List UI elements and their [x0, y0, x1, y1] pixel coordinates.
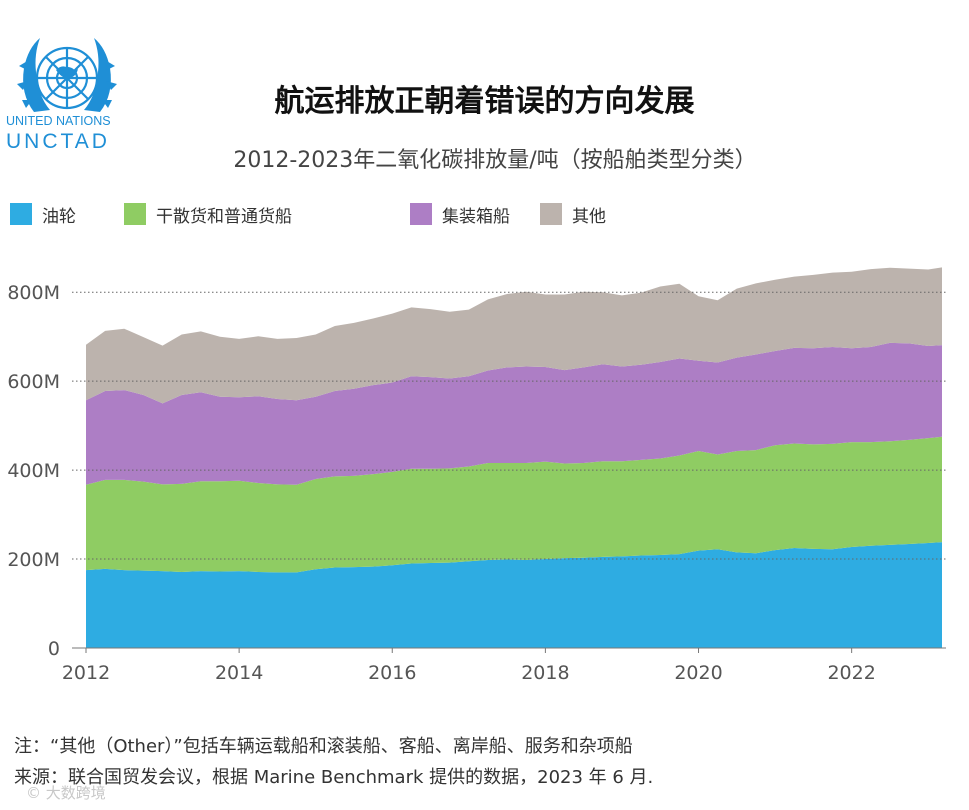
org-acronym: UNCTAD: [6, 130, 110, 153]
legend-label-other: 其他: [572, 206, 606, 227]
org-name: UNITED NATIONS: [6, 114, 111, 128]
x-tick-label: 2016: [368, 662, 416, 684]
legend-swatch-container: [410, 203, 432, 225]
y-tick-label: 200M: [7, 549, 60, 571]
legend-label-tanker: 油轮: [42, 206, 76, 227]
legend-item-tanker: 油轮: [10, 202, 76, 227]
page-title: 航运排放正朝着错误的方向发展: [274, 84, 695, 119]
legend-swatch-tanker: [10, 203, 32, 225]
y-tick-label: 600M: [7, 371, 60, 393]
legend-label-container: 集装箱船: [442, 206, 510, 227]
y-tick-label: 800M: [7, 282, 60, 304]
x-tick-label: 2020: [674, 662, 722, 684]
area-series-bulk: [86, 436, 942, 573]
area-series-tanker: [86, 542, 942, 648]
area-series-container: [86, 342, 942, 485]
stacked-area-chart: 0 200M 400M 600M 800M 2012 2014 2016 2018 2020 20…: [7, 267, 946, 684]
x-tick-label: 2022: [827, 662, 875, 684]
area-series-other: [86, 267, 942, 404]
chart-subtitle: 2012-2023年二氧化碳排放量/吨（按船舶类型分类）: [233, 148, 757, 173]
chart-footnote: 注：“其他（Other）”包括车辆运载船和滚装船、客船、离岸船、服务和杂项船: [14, 736, 633, 757]
legend-item-bulk: 干散货和普通货船: [124, 202, 292, 227]
y-tick-label: 400M: [7, 460, 60, 482]
y-tick-label: 0: [48, 638, 60, 660]
legend-swatch-other: [540, 203, 562, 225]
x-tick-label: 2014: [215, 662, 263, 684]
watermark: © 大数跨境: [26, 784, 106, 802]
x-tick-label: 2012: [62, 662, 110, 684]
legend-item-container: 集装箱船: [410, 202, 510, 227]
legend-swatch-bulk: [124, 203, 146, 225]
x-tick-label: 2018: [521, 662, 569, 684]
legend-label-bulk: 干散货和普通货船: [156, 206, 292, 227]
legend-item-other: 其他: [540, 202, 606, 227]
un-emblem-icon: [17, 38, 117, 112]
chart-source: 来源：联合国贸发会议，根据 Marine Benchmark 提供的数据，202…: [14, 767, 654, 788]
